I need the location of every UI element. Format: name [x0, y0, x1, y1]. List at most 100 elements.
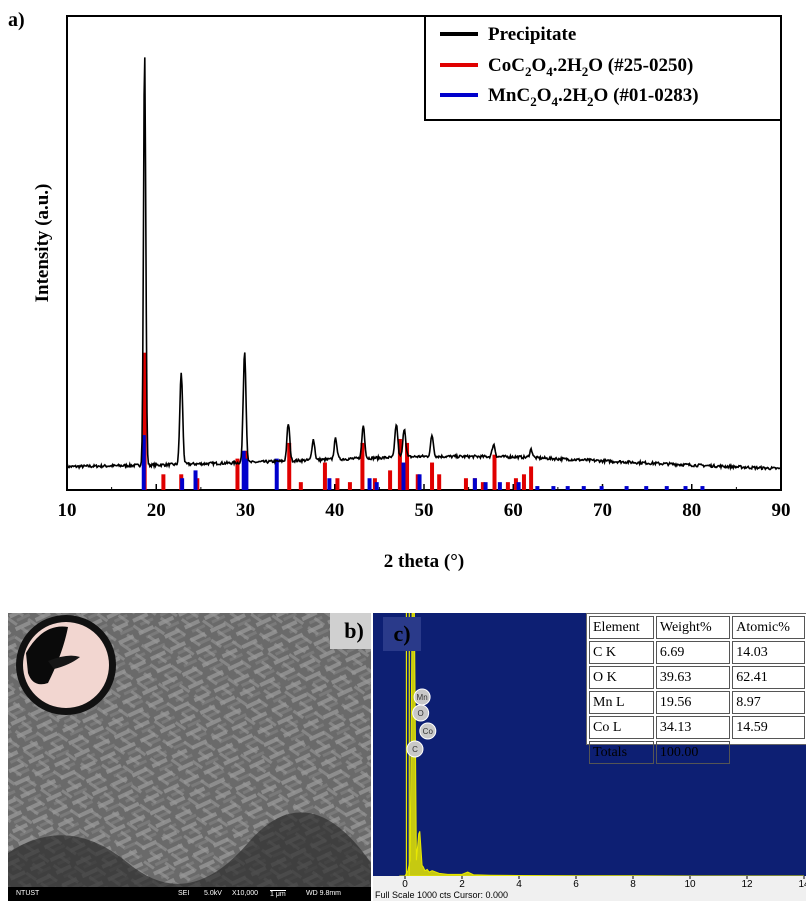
- reference-bar: [322, 462, 327, 490]
- reference-bar: [241, 450, 246, 490]
- legend-entry: CoC2O4.2H2O (#25-0250): [488, 55, 693, 79]
- x-tick-label: 60: [504, 500, 523, 521]
- x-tick-label: 20: [147, 500, 166, 521]
- sem-info-magnification: X10,000: [232, 890, 259, 897]
- reference-bar: [700, 486, 705, 490]
- reference-bar: [374, 482, 379, 490]
- element-marker-label: Co: [423, 727, 434, 736]
- header-element: Element: [589, 616, 654, 639]
- reference-bar: [480, 482, 485, 490]
- header-weight: Weight%: [655, 616, 731, 639]
- table-row: Mn L 19.56 8.97: [589, 691, 805, 714]
- reference-bar: [335, 478, 340, 490]
- eds-tick-label: 14: [798, 879, 806, 890]
- sem-info-bar: NTUST SEI 5.0kV X10,000 1 μm WD 9.8mm: [8, 887, 371, 901]
- x-tick-label: 70: [593, 500, 612, 521]
- eds-tick-label: 8: [630, 879, 636, 890]
- x-tick-label: 40: [325, 500, 344, 521]
- eds-footer: Full Scale 1000 cts Cursor: 0.000: [373, 889, 806, 901]
- panel-b-label: b): [330, 613, 371, 649]
- reference-bar: [624, 486, 629, 490]
- element-marker-label: C: [412, 745, 418, 754]
- element-marker: [419, 722, 437, 740]
- reference-bar: [683, 486, 688, 490]
- element-marker-label: Mn: [417, 693, 428, 702]
- row-atomic: 14.03: [732, 641, 805, 664]
- reference-bar: [235, 458, 240, 490]
- totals-label: Totals: [589, 741, 654, 764]
- x-tick-label: 30: [236, 500, 255, 521]
- reference-bar: [483, 482, 488, 490]
- sem-info-voltage: 5.0kV: [204, 890, 222, 897]
- row-atomic: 8.97: [732, 691, 805, 714]
- row-element: O K: [589, 666, 654, 689]
- reference-bar: [327, 478, 332, 490]
- reference-bar: [141, 435, 146, 490]
- reference-bar: [513, 478, 518, 490]
- reference-bar: [581, 486, 586, 490]
- sem-info-lab: NTUST: [16, 890, 40, 897]
- reference-bar: [298, 482, 303, 490]
- reference-series-2: [141, 435, 705, 490]
- reference-bar: [405, 442, 410, 490]
- eds-tick-label: 6: [573, 879, 579, 890]
- legend-entry: Precipitate: [488, 24, 576, 45]
- eds-tick-label: 2: [459, 879, 465, 890]
- reference-bar: [497, 482, 502, 490]
- sem-info-mode: SEI: [178, 890, 190, 897]
- row-element: Mn L: [589, 691, 654, 714]
- reference-bar: [463, 478, 468, 490]
- x-tick-label: 50: [415, 500, 434, 521]
- table-totals-row: Totals 100.00: [589, 741, 805, 764]
- x-tick-label: 80: [682, 500, 701, 521]
- reference-bar: [180, 478, 185, 490]
- reference-bar: [492, 454, 497, 490]
- element-marker: [406, 740, 424, 758]
- row-weight: 19.56: [655, 691, 731, 714]
- eds-tick-label: 10: [684, 879, 696, 890]
- row-atomic: 62.41: [732, 666, 805, 689]
- row-element: C K: [589, 641, 654, 664]
- element-marker-label: O: [418, 709, 424, 718]
- x-tick-label: 90: [772, 500, 791, 521]
- reference-bar: [535, 486, 540, 490]
- eds-tick-label: 0: [402, 879, 408, 890]
- reference-bar: [516, 482, 521, 490]
- reference-bar: [161, 474, 166, 490]
- eds-tick-label: 12: [741, 879, 753, 890]
- reference-bar: [360, 442, 365, 490]
- reference-bar: [142, 352, 147, 490]
- reference-series-1: [142, 352, 534, 490]
- panel-c-label: c): [383, 617, 421, 651]
- table-row: Co L 34.13 14.59: [589, 716, 805, 739]
- reference-bar: [430, 462, 435, 490]
- reference-bar: [565, 486, 570, 490]
- reference-bar: [664, 486, 669, 490]
- reference-bar: [244, 458, 249, 490]
- xrd-chart: 10 20 30 40 50 60 70 80 90 2 theta (°) Intensity (…: [8, 9, 791, 572]
- table-row: O K 39.63 62.41: [589, 666, 805, 689]
- reference-bar: [347, 482, 352, 490]
- reference-bar: [274, 458, 279, 490]
- row-weight: 6.69: [655, 641, 731, 664]
- totals-weight: 100.00: [655, 741, 731, 764]
- element-marker: [412, 704, 430, 722]
- reference-bar: [644, 486, 649, 490]
- y-axis-label: Intensity (a.u.): [32, 184, 53, 303]
- table-row: C K 6.69 14.03: [589, 641, 805, 664]
- reference-bar: [599, 486, 604, 490]
- reference-bar: [417, 474, 422, 490]
- sem-image: b) NTUST SEI 5.0kV X10,000 1 μm WD 9.8mm: [8, 613, 371, 901]
- legend-entry: MnC2O4.2H2O (#01-0283): [488, 85, 699, 109]
- reference-bar: [287, 442, 292, 490]
- reference-bar: [193, 470, 198, 490]
- eds-tick-label: 4: [516, 879, 522, 890]
- x-axis-label: 2 theta (°): [384, 551, 464, 572]
- eds-spectrum-svg: Mn O Co C 0 2 4 6 8 10 12 14: [373, 613, 806, 890]
- inset-photo: [16, 615, 116, 715]
- eds-table: Element Weight% Atomic% C K 6.69 14.03 O…: [586, 613, 806, 764]
- reference-bar: [388, 470, 393, 490]
- reference-bar: [472, 478, 477, 490]
- reference-bar: [521, 474, 526, 490]
- x-tick-label: 10: [58, 500, 77, 521]
